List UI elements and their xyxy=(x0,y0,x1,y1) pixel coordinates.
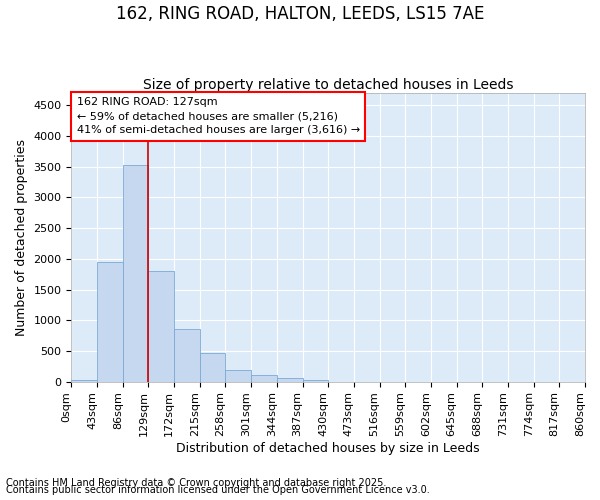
Bar xyxy=(97,262,123,382)
Bar xyxy=(174,329,200,382)
Bar xyxy=(123,165,148,382)
Y-axis label: Number of detached properties: Number of detached properties xyxy=(15,139,28,336)
Text: Contains HM Land Registry data © Crown copyright and database right 2025.: Contains HM Land Registry data © Crown c… xyxy=(6,478,386,488)
Bar xyxy=(226,370,251,382)
Text: 162, RING ROAD, HALTON, LEEDS, LS15 7AE: 162, RING ROAD, HALTON, LEEDS, LS15 7AE xyxy=(116,5,484,23)
Bar xyxy=(302,380,328,382)
Bar xyxy=(251,376,277,382)
Bar xyxy=(71,380,97,382)
Bar xyxy=(200,354,226,382)
Text: 162 RING ROAD: 127sqm
← 59% of detached houses are smaller (5,216)
41% of semi-d: 162 RING ROAD: 127sqm ← 59% of detached … xyxy=(77,98,360,136)
X-axis label: Distribution of detached houses by size in Leeds: Distribution of detached houses by size … xyxy=(176,442,480,455)
Title: Size of property relative to detached houses in Leeds: Size of property relative to detached ho… xyxy=(143,78,514,92)
Bar xyxy=(277,378,302,382)
Bar xyxy=(148,270,174,382)
Text: Contains public sector information licensed under the Open Government Licence v3: Contains public sector information licen… xyxy=(6,485,430,495)
